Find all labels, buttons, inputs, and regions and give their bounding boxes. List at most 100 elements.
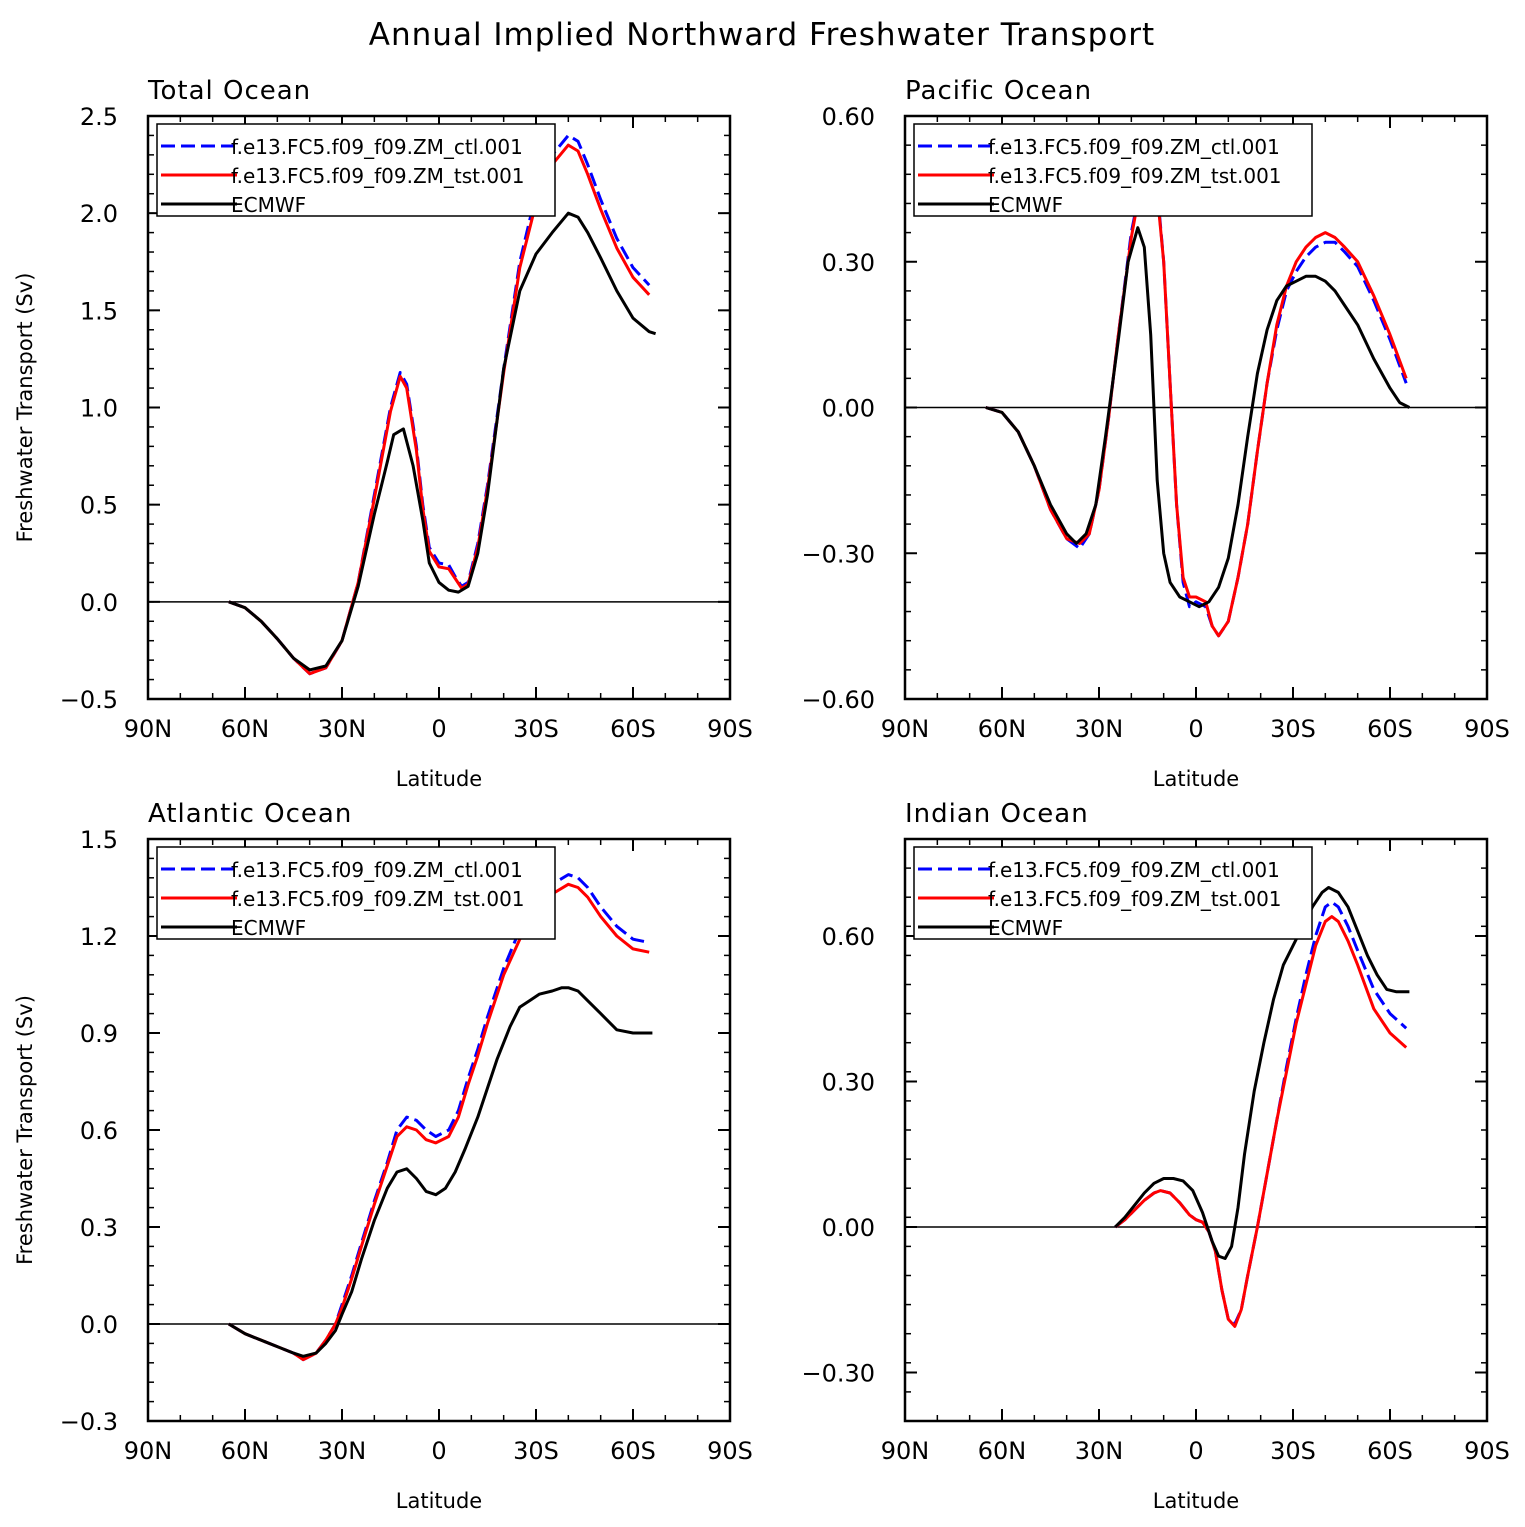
x-tick-label: 30S	[1270, 1437, 1316, 1465]
y-tick-label: 0.60	[822, 923, 875, 951]
series-line-0	[228, 873, 650, 1362]
x-tick-label: 90S	[707, 1437, 753, 1465]
x-tick-label: 0	[431, 1437, 446, 1465]
legend-box	[156, 123, 556, 217]
legend-box	[913, 846, 1313, 940]
y-tick-label: −0.30	[801, 1360, 875, 1388]
x-axis-label: Latitude	[1153, 767, 1239, 791]
x-tick-label: 0	[1188, 715, 1203, 743]
x-tick-label: 60N	[978, 1437, 1027, 1465]
x-tick-label: 90N	[124, 1437, 173, 1465]
series-group	[228, 133, 657, 676]
y-tick-label: 0.5	[80, 492, 118, 520]
series-group	[985, 163, 1411, 638]
y-tick-label: 1.5	[80, 297, 118, 325]
panel-title: Total Ocean	[147, 76, 311, 106]
x-tick-label: 90S	[707, 715, 753, 743]
y-tick-label: 0.00	[822, 1214, 875, 1242]
legend-label-2: ECMWF	[231, 916, 306, 940]
x-tick-label: 60S	[610, 715, 656, 743]
series-line-1	[985, 167, 1408, 638]
series-line-1	[228, 143, 651, 676]
legend-label-1: f.e13.FC5.f09_f09.ZM_tst.001	[231, 887, 525, 911]
series-line-0	[985, 163, 1408, 638]
x-tick-label: 30N	[1075, 1437, 1124, 1465]
y-tick-label: 0.6	[80, 1117, 118, 1145]
x-axis-label: Latitude	[1153, 1489, 1239, 1513]
x-tick-label: 0	[431, 715, 446, 743]
legend-label-0: f.e13.FC5.f09_f09.ZM_ctl.001	[231, 858, 523, 882]
legend-label-1: f.e13.FC5.f09_f09.ZM_tst.001	[988, 887, 1282, 911]
panel-2: Atlantic Ocean 90N 60N 30N 0 30S 60S 90S −0.3 0.0…	[13, 799, 753, 1513]
series-group	[1114, 886, 1410, 1328]
legend-label-0: f.e13.FC5.f09_f09.ZM_ctl.001	[231, 135, 523, 159]
x-axis-label: Latitude	[396, 1489, 482, 1513]
x-tick-label: 60S	[1367, 1437, 1413, 1465]
legend-box	[913, 123, 1313, 217]
x-tick-label: 60S	[610, 1437, 656, 1465]
x-tick-label: 30S	[513, 1437, 559, 1465]
panel-3: Indian Ocean 90N 60N 30N 0 30S 60S 90S −0.30 0.00…	[801, 799, 1509, 1513]
legend: f.e13.FC5.f09_f09.ZM_ctl.001 f.e13.FC5.f0…	[156, 123, 556, 217]
x-tick-label: 30S	[513, 715, 559, 743]
y-tick-label: −0.30	[801, 540, 875, 568]
x-tick-label: 0	[1188, 1437, 1203, 1465]
legend: f.e13.FC5.f09_f09.ZM_ctl.001 f.e13.FC5.f0…	[156, 846, 556, 940]
y-tick-label: 0.9	[80, 1020, 118, 1048]
legend-label-0: f.e13.FC5.f09_f09.ZM_ctl.001	[988, 858, 1280, 882]
legend: f.e13.FC5.f09_f09.ZM_ctl.001 f.e13.FC5.f0…	[913, 846, 1313, 940]
y-axis-label: Freshwater Transport (Sv)	[13, 273, 37, 543]
figure-title: Annual Implied Northward Freshwater Tran…	[369, 17, 1155, 53]
legend-label-1: f.e13.FC5.f09_f09.ZM_tst.001	[988, 164, 1282, 188]
x-tick-label: 90S	[1464, 715, 1510, 743]
x-tick-label: 60N	[221, 715, 270, 743]
x-tick-label: 90N	[124, 715, 173, 743]
x-tick-label: 90N	[881, 715, 930, 743]
y-tick-label: 0.30	[822, 249, 875, 277]
series-line-2	[985, 226, 1411, 609]
panel-1: Pacific Ocean 90N 60N 30N 0 30S 60S 90S −0.60 −0.…	[801, 76, 1509, 791]
series-group	[228, 873, 653, 1362]
y-tick-label: −0.3	[60, 1408, 118, 1436]
series-line-0	[228, 133, 651, 676]
legend: f.e13.FC5.f09_f09.ZM_ctl.001 f.e13.FC5.f0…	[913, 123, 1313, 217]
series-line-0	[1114, 900, 1408, 1326]
legend-label-2: ECMWF	[231, 193, 306, 217]
legend-label-2: ECMWF	[988, 193, 1063, 217]
panel-0: Total Ocean 90N 60N 30N 0 30S 60S 90S −0.5 0.0 0.5…	[13, 76, 753, 791]
x-tick-label: 60N	[978, 715, 1027, 743]
y-tick-label: 1.5	[80, 826, 118, 854]
series-line-2	[1114, 886, 1410, 1260]
panel-title: Atlantic Ocean	[148, 799, 352, 829]
legend-box	[156, 846, 556, 940]
y-tick-label: 1.0	[80, 395, 118, 423]
series-line-2	[228, 986, 653, 1358]
y-tick-label: 2.5	[80, 103, 118, 131]
x-tick-label: 60N	[221, 1437, 270, 1465]
y-tick-label: 0.30	[822, 1069, 875, 1097]
x-tick-label: 60S	[1367, 715, 1413, 743]
y-axis-label: Freshwater Transport (Sv)	[13, 995, 37, 1265]
series-line-1	[1114, 915, 1408, 1328]
x-tick-label: 30N	[1075, 715, 1124, 743]
y-tick-label: 0.00	[822, 395, 875, 423]
y-tick-label: 1.2	[80, 923, 118, 951]
y-tick-label: 2.0	[80, 200, 118, 228]
y-tick-label: 0.0	[80, 1311, 118, 1339]
panel-title: Pacific Ocean	[905, 76, 1092, 106]
y-tick-label: 0.60	[822, 103, 875, 131]
y-tick-label: 0.3	[80, 1214, 118, 1242]
legend-label-1: f.e13.FC5.f09_f09.ZM_tst.001	[231, 164, 525, 188]
y-tick-label: 0.0	[80, 589, 118, 617]
x-tick-label: 90S	[1464, 1437, 1510, 1465]
series-line-2	[228, 211, 657, 672]
panel-title: Indian Ocean	[905, 799, 1089, 829]
series-line-1	[228, 882, 650, 1362]
x-tick-label: 30N	[318, 715, 367, 743]
legend-label-0: f.e13.FC5.f09_f09.ZM_ctl.001	[988, 135, 1280, 159]
x-axis-label: Latitude	[396, 767, 482, 791]
x-tick-label: 30S	[1270, 715, 1316, 743]
x-tick-label: 90N	[881, 1437, 930, 1465]
x-tick-label: 30N	[318, 1437, 367, 1465]
